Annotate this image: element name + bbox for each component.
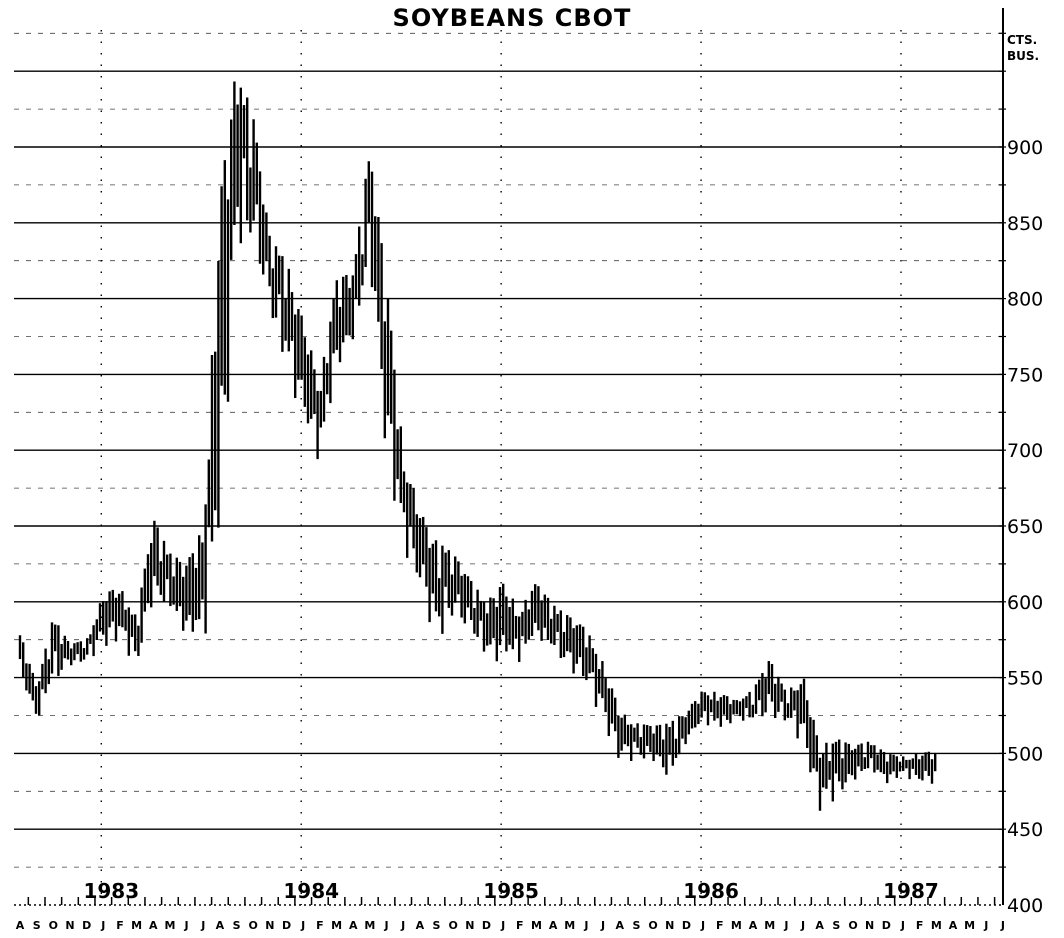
month-label: J <box>983 919 988 932</box>
chart-title: SOYBEANS CBOT <box>393 4 632 32</box>
month-label: M <box>164 919 175 932</box>
year-label: 1987 <box>883 879 939 903</box>
month-label: M <box>964 919 975 932</box>
y-tick-label: 500 <box>1007 743 1043 765</box>
month-label: A <box>616 919 625 932</box>
month-label: M <box>364 919 375 932</box>
month-label: S <box>433 919 441 932</box>
month-label: M <box>131 919 142 932</box>
month-label: M <box>731 919 742 932</box>
month-label: A <box>815 919 824 932</box>
unit-label-bottom: BUS. <box>1007 49 1039 63</box>
month-label: J <box>700 919 705 932</box>
year-label: 1983 <box>83 879 139 903</box>
month-label: N <box>865 919 874 932</box>
month-label: J <box>783 919 788 932</box>
month-label: A <box>949 919 958 932</box>
month-label: N <box>665 919 674 932</box>
month-label: O <box>448 919 457 932</box>
month-label: A <box>549 919 558 932</box>
month-label: A <box>749 919 758 932</box>
month-label: A <box>16 919 25 932</box>
month-label: F <box>916 919 924 932</box>
month-label: N <box>265 919 274 932</box>
month-label: S <box>632 919 640 932</box>
month-label: F <box>116 919 124 932</box>
y-tick-label: 650 <box>1007 516 1043 538</box>
y-tick-label: 700 <box>1007 440 1043 462</box>
y-tick-label: 900 <box>1007 137 1043 159</box>
month-label: D <box>482 919 491 932</box>
month-label: N <box>65 919 74 932</box>
month-label: O <box>49 919 58 932</box>
month-label: A <box>216 919 225 932</box>
month-label: J <box>600 919 605 932</box>
month-label: S <box>832 919 840 932</box>
y-tick-labels: 400 450 500 550 600 650 700 750 800 850 900 <box>999 32 1043 917</box>
month-label: M <box>331 919 342 932</box>
year-labels: 1983 1984 1985 1986 1987 <box>83 879 938 903</box>
month-label: J <box>100 919 105 932</box>
month-label: M <box>531 919 542 932</box>
month-label: N <box>465 919 474 932</box>
month-label: S <box>33 919 41 932</box>
month-label: O <box>249 919 258 932</box>
month-label: A <box>149 919 158 932</box>
month-label: J <box>184 919 189 932</box>
month-label: J <box>900 919 905 932</box>
month-label: J <box>383 919 388 932</box>
month-label: J <box>200 919 205 932</box>
month-label: F <box>316 919 324 932</box>
year-label: 1986 <box>683 879 739 903</box>
y-tick-label: 550 <box>1007 668 1043 690</box>
month-label: J <box>583 919 588 932</box>
month-label: J <box>800 919 805 932</box>
month-label: D <box>282 919 291 932</box>
month-label: M <box>931 919 942 932</box>
year-label: 1984 <box>283 879 339 903</box>
month-label: J <box>300 919 305 932</box>
month-label: J <box>500 919 505 932</box>
unit-label-top: CTS. <box>1007 33 1037 47</box>
month-label: M <box>764 919 775 932</box>
month-label: J <box>400 919 405 932</box>
month-label: A <box>349 919 358 932</box>
month-label: F <box>516 919 524 932</box>
month-label: M <box>564 919 575 932</box>
month-label: F <box>716 919 724 932</box>
month-label: D <box>82 919 91 932</box>
month-label: D <box>682 919 691 932</box>
month-label: D <box>882 919 891 932</box>
y-tick-label: 450 <box>1007 819 1043 841</box>
y-tick-label: 400 <box>1007 895 1043 917</box>
y-tick-label: 750 <box>1007 364 1043 386</box>
month-label: O <box>648 919 657 932</box>
month-label: S <box>233 919 241 932</box>
month-label: J <box>1000 919 1005 932</box>
month-label: O <box>848 919 857 932</box>
x-tick-marks <box>27 897 996 905</box>
y-tick-label: 600 <box>1007 592 1043 614</box>
y-tick-label: 850 <box>1007 213 1043 235</box>
y-tick-label: 800 <box>1007 289 1043 311</box>
price-bars <box>18 81 937 811</box>
month-label: A <box>416 919 425 932</box>
year-label: 1985 <box>483 879 539 903</box>
